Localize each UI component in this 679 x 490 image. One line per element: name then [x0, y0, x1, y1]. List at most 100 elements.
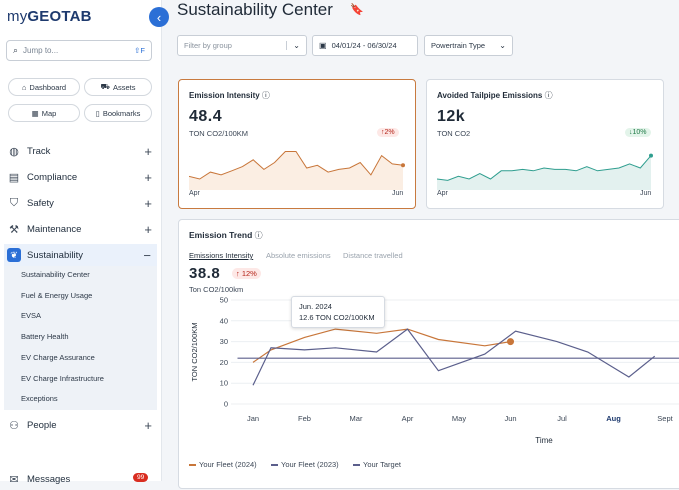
sparkline-end-label: Jun — [392, 190, 404, 197]
avoided-emissions-card[interactable]: Avoided Tailpipe Emissions ⓘ 12k TON CO2… — [426, 79, 664, 209]
y-tick-label: 20 — [220, 358, 228, 367]
avoided-emissions-change-badge: ↓10% — [625, 128, 651, 137]
expand-icon[interactable]: + — [144, 221, 152, 237]
arrow-up-icon: ↑ — [381, 129, 385, 136]
date-range-picker[interactable]: ▣ 04/01/24 - 06/30/24 — [312, 35, 418, 56]
sparkline-line — [189, 151, 404, 180]
submenu-item-exceptions[interactable]: Exceptions — [21, 394, 58, 403]
tab-emissions-intensity[interactable]: Emissions Intensity — [189, 251, 254, 260]
expand-icon[interactable]: + — [144, 143, 152, 159]
submenu-item-ev-charge-infrastructure[interactable]: EV Charge Infrastructure — [21, 374, 104, 383]
info-icon[interactable]: ⓘ — [254, 231, 263, 240]
bookmark-icon: ▯ — [95, 108, 100, 118]
trend-value: 38.8 — [189, 265, 221, 282]
card-title: Avoided Tailpipe Emissions ⓘ — [437, 91, 553, 100]
bookmarks-button[interactable]: ▯ Bookmarks — [84, 104, 152, 122]
x-tick-label: Aug — [606, 414, 621, 423]
sidebar-item-track[interactable]: ◍ Track + — [0, 140, 162, 162]
x-tick-label: Sept — [657, 414, 673, 423]
jump-to-search[interactable]: ⌕ Jump to... ⇧F — [6, 40, 152, 61]
highlighted-data-point — [507, 338, 514, 346]
bookmark-page-icon[interactable]: 🔖 — [350, 4, 364, 16]
emission-intensity-change-badge: ↑2% — [377, 128, 399, 137]
group-filter-placeholder: Filter by group — [184, 41, 232, 50]
x-tick-label: May — [452, 414, 466, 423]
mail-icon: ✉ — [9, 473, 19, 486]
chevron-down-icon: ⌄ — [499, 41, 506, 50]
truck-icon: ⛟ — [100, 82, 110, 91]
map-icon: ▦ — [31, 108, 39, 118]
date-range-value: 04/01/24 - 06/30/24 — [331, 41, 397, 50]
wrench-icon: ⚒ — [9, 223, 19, 236]
sparkline-end-point — [401, 163, 405, 168]
emission-intensity-card[interactable]: Emission Intensity ⓘ 48.4 TON CO2/100KM … — [178, 79, 416, 209]
page-title: Sustainability Center — [177, 0, 333, 19]
y-tick-label: 10 — [220, 379, 228, 388]
arrow-up-icon: ↑ — [236, 269, 240, 278]
legend-fleet-2024[interactable]: Your Fleet (2024) — [189, 460, 257, 469]
shield-icon: ⛉ — [9, 196, 19, 209]
leaf-icon: ❦ — [7, 248, 21, 262]
calendar-icon: ▣ — [319, 41, 327, 50]
y-tick-label: 30 — [220, 337, 228, 346]
x-tick-label: Apr — [402, 414, 414, 423]
fleet-2024-line — [252, 328, 511, 363]
emission-intensity-sparkline — [189, 151, 405, 190]
sidebar-item-people[interactable]: ⚇ People + — [0, 414, 162, 436]
fleet-2023-line — [252, 328, 656, 386]
card-title: Emission Intensity ⓘ — [189, 91, 270, 100]
sidebar-item-messages[interactable]: ✉ Messages — [0, 468, 162, 490]
powertrain-type-dropdown[interactable]: Powertrain Type ⌄ — [424, 35, 513, 56]
dashboard-button[interactable]: ⌂ Dashboard — [8, 78, 80, 96]
sidebar-item-safety[interactable]: ⛉ Safety + — [0, 192, 162, 214]
x-tick-label: Jul — [557, 414, 567, 423]
sidebar-item-sustainability[interactable]: ❦ Sustainability − — [4, 244, 157, 266]
expand-icon[interactable]: + — [144, 195, 152, 211]
main-content: Sustainability Center 🔖 Filter by group … — [170, 0, 679, 489]
collapse-icon[interactable]: − — [143, 247, 151, 263]
collapse-sidebar-button[interactable]: ‹ — [149, 7, 169, 27]
submenu-item-evsa[interactable]: EVSA — [21, 311, 42, 320]
submenu-item-battery-health[interactable]: Battery Health — [21, 332, 69, 341]
group-filter[interactable]: Filter by group ⌄ — [177, 35, 307, 56]
expand-icon[interactable]: + — [144, 417, 152, 433]
info-icon[interactable]: ⓘ — [544, 91, 553, 100]
info-icon[interactable]: ⓘ — [261, 91, 270, 100]
x-tick-label: Feb — [298, 414, 311, 423]
sparkline-end-label: Jun — [640, 190, 652, 197]
messages-count-badge: 99 — [133, 473, 149, 482]
tooltip-value: 12.6 TON CO2/100KM — [299, 313, 375, 322]
sparkline-area — [189, 151, 403, 190]
trend-title: Emission Trend ⓘ — [189, 230, 263, 240]
tab-absolute-emissions[interactable]: Absolute emissions — [266, 251, 331, 260]
avoided-emissions-unit: TON CO2 — [437, 129, 471, 138]
expand-icon[interactable]: + — [144, 169, 152, 185]
sidebar-item-compliance[interactable]: ▤ Compliance + — [8, 169, 152, 185]
x-tick-label: Jun — [504, 414, 516, 423]
submenu-item-fuel-energy[interactable]: Fuel & Energy Usage — [21, 291, 93, 300]
legend-fleet-2023[interactable]: Your Fleet (2023) — [271, 460, 339, 469]
sidebar: myGEOTAB ⌕ Jump to... ⇧F ⌂ Dashboard ⛟ Ass… — [0, 0, 162, 486]
emission-trend-chart[interactable]: 0 10 20 30 40 50 Jan Feb Mar Apr May Jun Jul Aug Sept T… — [179, 292, 679, 452]
tab-distance-travelled[interactable]: Distance travelled — [343, 251, 403, 260]
sidebar-item-maintenance[interactable]: ⚒ Maintenance + — [0, 218, 162, 240]
submenu-item-ev-charge-assurance[interactable]: EV Charge Assurance — [21, 353, 95, 362]
x-axis-label: Time — [535, 436, 553, 445]
y-tick-label: 50 — [220, 296, 228, 305]
chart-tooltip: Jun. 2024 12.6 TON CO2/100KM — [291, 296, 385, 328]
geotab-logo[interactable]: myGEOTAB — [7, 8, 92, 25]
assets-button[interactable]: ⛟ Assets — [84, 78, 152, 96]
y-tick-label: 0 — [224, 400, 228, 409]
emission-intensity-unit: TON CO2/100KM — [189, 129, 249, 138]
powertrain-label: Powertrain Type — [431, 41, 486, 50]
x-tick-label: Mar — [350, 414, 363, 423]
legend-target[interactable]: Your Target — [353, 460, 401, 469]
emission-trend-card: Emission Trend ⓘ Emissions Intensity Abs… — [178, 219, 679, 489]
map-button[interactable]: ▦ Map — [8, 104, 80, 122]
avoided-emissions-value: 12k — [437, 108, 466, 125]
avoided-emissions-sparkline — [437, 153, 653, 190]
trend-change-badge: ↑ 12% — [232, 268, 261, 279]
submenu-item-sustainability-center[interactable]: Sustainability Center — [21, 270, 90, 279]
search-shortcut: ⇧F — [134, 46, 145, 55]
chevron-down-icon: ⌄ — [286, 41, 300, 50]
